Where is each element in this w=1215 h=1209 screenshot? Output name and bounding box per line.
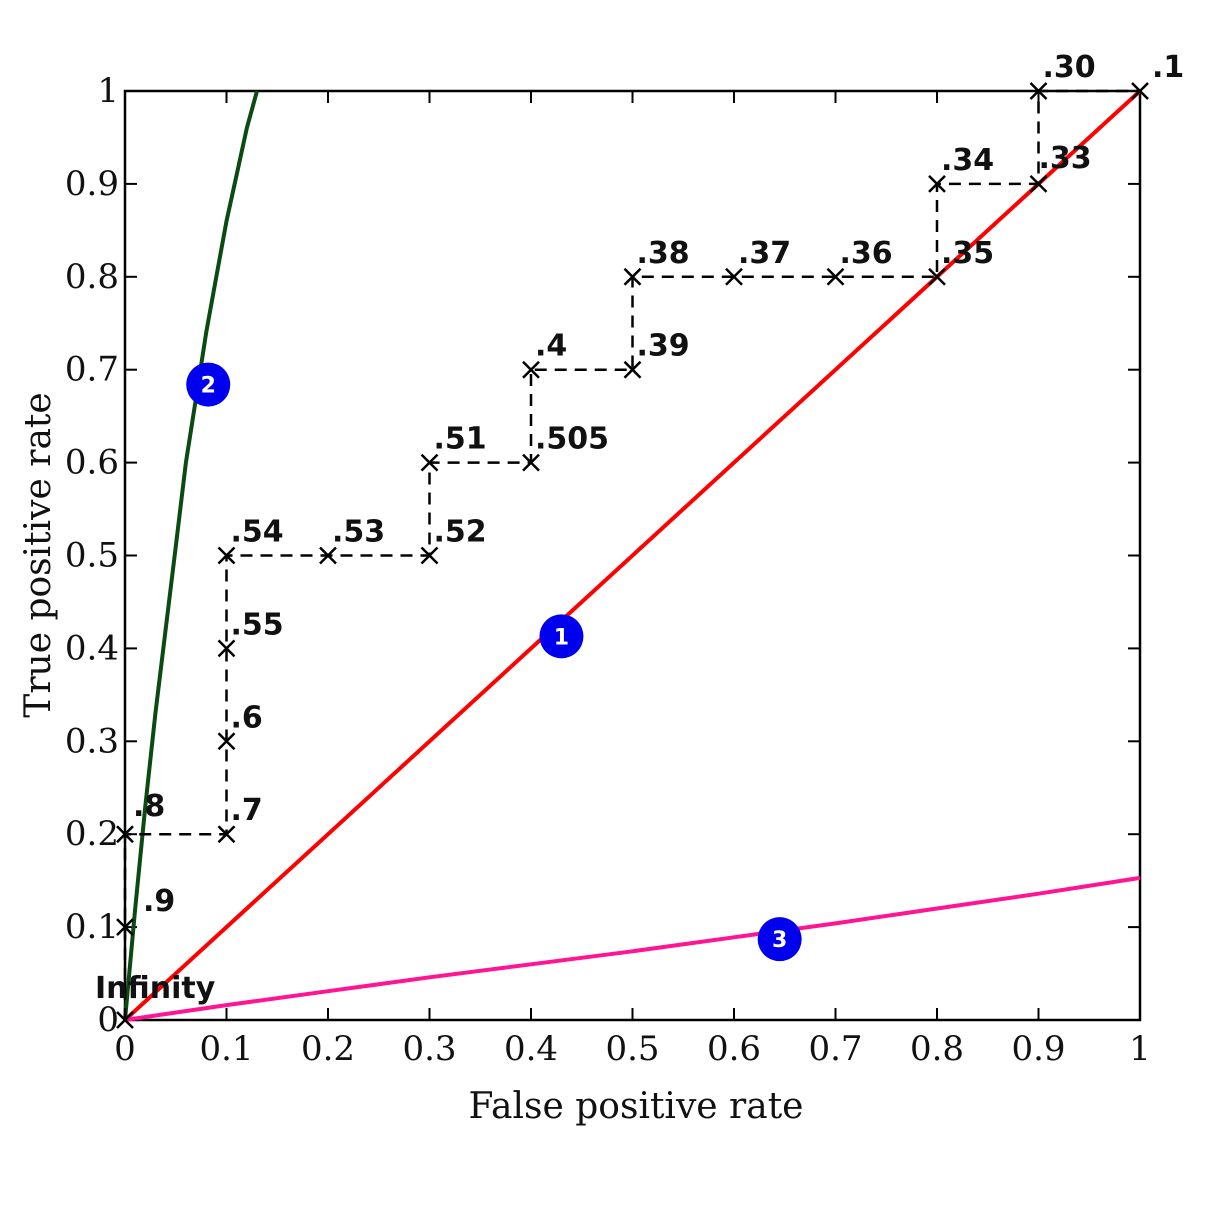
roc-point-label: Infinity — [95, 971, 216, 1006]
curve-2 — [123, 90, 259, 1021]
x-tick-label: 0 — [114, 1029, 136, 1069]
roc-point-marker — [725, 267, 743, 286]
roc-point-marker — [319, 546, 337, 565]
roc-point-label: .4 — [535, 329, 567, 364]
roc-point-label: .1 — [1152, 50, 1184, 85]
roc-point-label: .54 — [231, 515, 284, 550]
roc-point-label: .7 — [231, 793, 263, 828]
roc-point-marker — [116, 825, 134, 844]
x-tick-label: 0.6 — [707, 1029, 761, 1069]
x-tick-label: 0.3 — [402, 1029, 456, 1069]
roc-point-marker — [1131, 82, 1149, 100]
curve-badge-label: 3 — [772, 928, 787, 953]
roc-point-label: .37 — [738, 236, 791, 271]
x-tick-label: 0.1 — [199, 1029, 253, 1069]
roc-point-marker — [217, 732, 236, 751]
plot-area: 0 0.1 0.2 0.3 0.4 0.5 0.6 0.7 0.8 0.9 1 0 0.1 0.2 0.3 0… — [65, 50, 1184, 1069]
curve-3 — [124, 875, 1141, 1022]
y-tick-label: 0.3 — [65, 721, 119, 761]
y-tick-label: 0.9 — [65, 164, 119, 204]
roc-point-marker — [623, 360, 642, 379]
roc-point-label: .53 — [332, 515, 385, 550]
x-axis-title: False positive rate — [469, 1086, 804, 1127]
roc-point-marker — [522, 453, 540, 472]
roc-point-label: .30 — [1043, 50, 1096, 85]
roc-point-marker — [1029, 82, 1048, 100]
roc-point-marker — [116, 1011, 134, 1029]
roc-point-label: .34 — [941, 143, 994, 178]
roc-point-marker — [420, 453, 439, 472]
roc-point-label: .8 — [133, 789, 165, 824]
y-tick-label: 0.4 — [65, 628, 119, 668]
x-tick-label: 0.7 — [808, 1029, 862, 1069]
y-tick-label: 0 — [97, 1000, 119, 1040]
roc-point-label: .35 — [941, 236, 994, 271]
y-tick-label: 1 — [97, 71, 119, 111]
roc-point-label: .9 — [143, 884, 175, 919]
roc-point-marker — [116, 918, 134, 936]
roc-point-label: .52 — [434, 515, 487, 550]
roc-point-marker — [217, 639, 236, 658]
curve-badge-label: 2 — [201, 374, 216, 399]
y-tick-label: 0.8 — [65, 257, 119, 297]
roc-point-marker — [928, 175, 946, 193]
roc-point-marker — [522, 360, 540, 379]
y-tick-label: 0.1 — [65, 907, 119, 947]
curve-badge-1 — [539, 614, 584, 659]
roc-point-label: .38 — [637, 236, 690, 271]
curve-badge-label: 1 — [554, 625, 569, 650]
y-tick-label: 0.7 — [65, 350, 119, 390]
y-tick-label: 0.6 — [65, 443, 119, 483]
roc-point-label: .51 — [434, 422, 487, 457]
y-axis-title: True positive rate — [18, 392, 59, 717]
roc-point-marker — [928, 267, 946, 286]
x-tick-label: 0.9 — [1011, 1029, 1065, 1069]
roc-point-marker — [623, 267, 642, 286]
x-tick-label: 1 — [1129, 1029, 1151, 1069]
x-tick-label: 0.8 — [910, 1029, 964, 1069]
x-tick-label: 0.4 — [504, 1029, 558, 1069]
y-tick-label: 0.5 — [65, 536, 119, 576]
curve-badge-3 — [757, 917, 802, 962]
x-tick-label: 0.2 — [301, 1029, 355, 1069]
roc-point-label: .33 — [1039, 141, 1092, 176]
roc-point-label: .6 — [231, 700, 263, 735]
roc-point-marker — [217, 825, 236, 844]
x-tick-label: 0.5 — [605, 1029, 659, 1069]
curve-1 — [123, 89, 1142, 1022]
roc-point-marker — [420, 546, 439, 565]
curve-badge-2 — [186, 362, 231, 407]
roc-point-marker — [217, 546, 236, 565]
roc-point-label: .55 — [231, 607, 284, 642]
y-tick-label: 0.2 — [65, 814, 119, 854]
roc-point-marker — [826, 267, 845, 286]
roc-point-label: .39 — [637, 329, 690, 364]
roc-point-label: .505 — [535, 422, 609, 457]
roc-point-marker — [1029, 175, 1048, 193]
roc-point-label: .36 — [840, 236, 893, 271]
